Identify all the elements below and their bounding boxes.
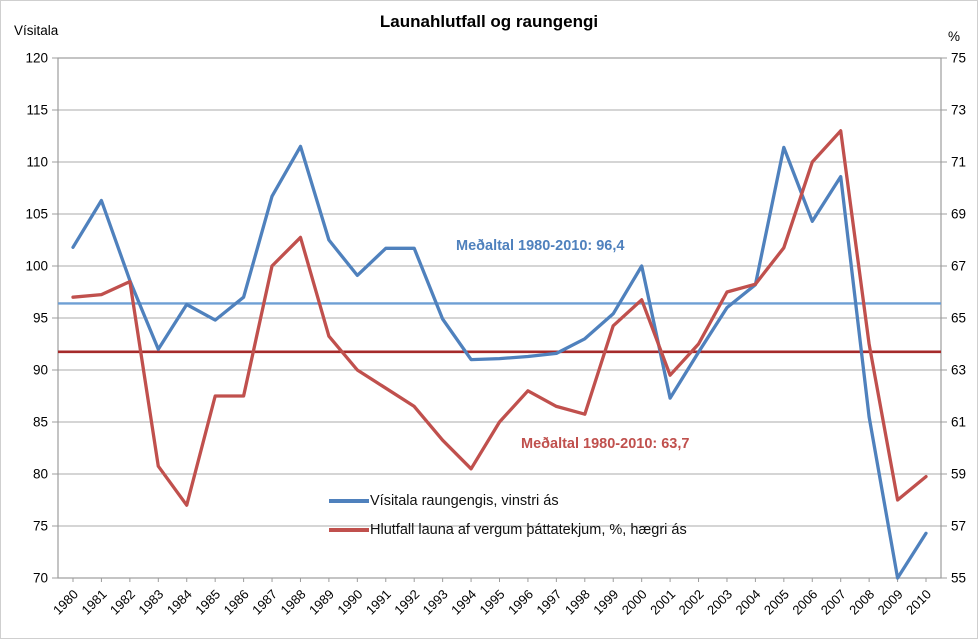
- right-axis-tick-label: 69: [951, 207, 966, 222]
- x-axis-year-label: 2005: [761, 587, 792, 618]
- x-axis-year-label: 1986: [221, 587, 252, 618]
- left-axis-tick-label: 90: [33, 363, 48, 378]
- x-axis-year-label: 1987: [249, 587, 280, 618]
- right-axis-tick-label: 59: [951, 467, 966, 482]
- right-axis-unit-label: %: [948, 29, 961, 44]
- x-axis-year-label: 2008: [846, 587, 877, 618]
- right-axis-tick-label: 65: [951, 311, 966, 326]
- series-visitala-raungengis-line: [71, 144, 928, 580]
- series-launahlutfall-line: [71, 129, 928, 507]
- blue-line-swatch-icon: [329, 499, 369, 503]
- x-axis-year-label: 2007: [818, 587, 849, 618]
- left-axis-unit-label: Vísitala: [14, 23, 59, 38]
- x-axis-year-label: 2001: [647, 587, 678, 618]
- right-axis-tick-label: 61: [951, 415, 966, 430]
- x-axis-year-label: 1982: [107, 587, 138, 618]
- x-axis-year-label: 1983: [135, 587, 166, 618]
- right-axis-tick-label: 67: [951, 259, 966, 274]
- legend-label: Vísitala raungengis, vinstri ás: [370, 493, 559, 509]
- right-axis-tick-label: 55: [951, 571, 966, 586]
- right-axis-tick-label: 57: [951, 519, 966, 534]
- x-axis-year-label: 1993: [420, 587, 451, 618]
- x-axis-year-label: 1980: [50, 587, 81, 618]
- x-axis-year-label: 1995: [477, 587, 508, 618]
- right-axis-tick-label: 73: [951, 103, 966, 118]
- x-axis-year-label: 1984: [164, 587, 195, 618]
- legend-item-raungengi: Vísitala raungengis, vinstri ás: [329, 493, 687, 509]
- left-axis-tick-label: 100: [25, 259, 48, 274]
- x-axis-year-label: 2004: [732, 587, 763, 618]
- x-axis-year-label: 2006: [789, 587, 820, 618]
- x-axis-year-label: 1994: [448, 587, 479, 618]
- x-axis-year-label: 2000: [619, 587, 650, 618]
- red-line-swatch-icon: [329, 528, 369, 532]
- left-axis-tick-label: 75: [33, 519, 48, 534]
- x-axis-year-label: 1999: [590, 587, 621, 618]
- left-axis-tick-label: 85: [33, 415, 48, 430]
- x-axis-year-label: 1990: [334, 587, 365, 618]
- x-axis-year-label: 1991: [363, 587, 394, 618]
- blue-mean-annotation: Meðaltal 1980-2010: 96,4: [456, 238, 625, 254]
- x-axis-year-label: 1996: [505, 587, 536, 618]
- x-axis-year-label: 1992: [391, 587, 422, 618]
- x-axis-year-label: 2003: [704, 587, 735, 618]
- left-axis-tick-label: 120: [25, 51, 48, 66]
- left-axis-tick-label: 110: [26, 155, 48, 170]
- x-axis-year-label: 2002: [676, 587, 707, 618]
- left-axis-tick-label: 95: [33, 311, 48, 326]
- red-mean-annotation: Meðaltal 1980-2010: 63,7: [521, 436, 690, 452]
- x-axis-year-label: 1985: [192, 587, 223, 618]
- x-axis-year-label: 1998: [562, 587, 593, 618]
- right-axis-tick-label: 63: [951, 363, 966, 378]
- left-axis-tick-label: 115: [26, 103, 48, 118]
- x-axis-year-label: 1997: [533, 587, 564, 618]
- left-axis-tick-label: 80: [33, 467, 48, 482]
- legend-item-launahlutfall: Hlutfall launa af vergum þáttatekjum, %,…: [329, 522, 687, 538]
- x-axis-year-label: 2009: [875, 587, 906, 618]
- legend-label: Hlutfall launa af vergum þáttatekjum, %,…: [370, 522, 687, 538]
- right-axis-tick-label: 75: [951, 51, 966, 66]
- legend: Vísitala raungengis, vinstri ás Hlutfall…: [329, 493, 687, 538]
- x-axis-year-label: 2010: [903, 587, 934, 618]
- chart-title: Launahlutfall og raungengi: [379, 12, 599, 31]
- x-axis-year-label: 1981: [78, 587, 109, 618]
- left-axis-tick-label: 105: [25, 207, 48, 222]
- right-axis-tick-label: 71: [951, 155, 966, 170]
- x-axis-year-label: 1988: [278, 587, 309, 618]
- left-axis-tick-label: 70: [33, 571, 48, 586]
- x-axis-year-label: 1989: [306, 587, 337, 618]
